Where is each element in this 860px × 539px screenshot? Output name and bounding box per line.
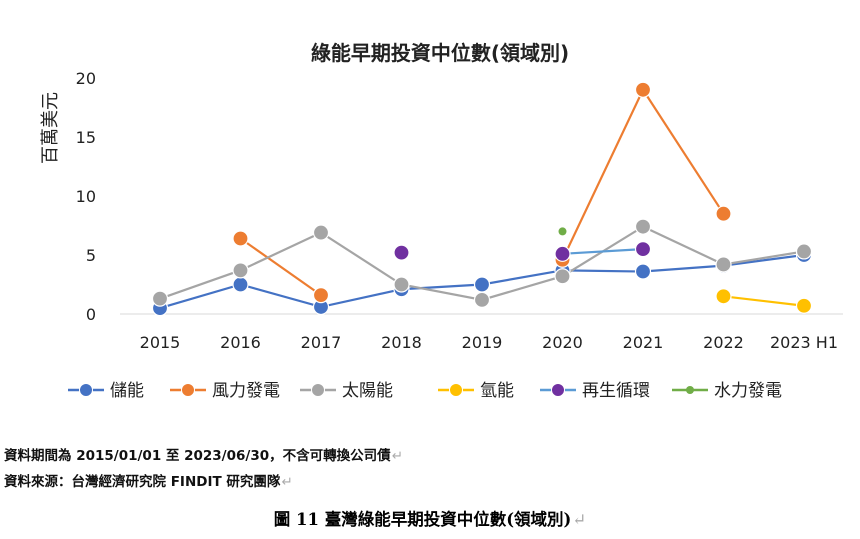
data-point <box>393 244 410 261</box>
legend-label: 水力發電 <box>714 381 782 401</box>
series-line <box>562 248 644 255</box>
legend-marker <box>181 383 195 397</box>
y-tick-label: 20 <box>76 69 96 88</box>
legend-item: 太陽能 <box>300 381 393 401</box>
data-point <box>232 230 249 247</box>
data-source-note: 資料來源：台灣經濟研究院 FINDIT 研究團隊↵ <box>4 470 293 490</box>
x-tick-label: 2017 <box>301 333 342 352</box>
legend-label: 儲能 <box>110 381 144 401</box>
data-point <box>393 276 410 293</box>
y-tick-label: 10 <box>76 187 96 206</box>
x-tick-label: 2021 <box>623 333 664 352</box>
series-line <box>239 237 322 297</box>
x-tick-label: 2020 <box>542 333 583 352</box>
series-line <box>723 295 805 307</box>
data-point <box>795 243 813 260</box>
x-tick-label: 2018 <box>381 333 422 352</box>
x-tick-label: 2019 <box>462 333 503 352</box>
data-point <box>634 218 652 235</box>
legend-marker <box>449 383 463 397</box>
data-point <box>473 291 491 308</box>
y-tick-label: 0 <box>86 305 96 324</box>
x-tick-label: 2016 <box>220 333 261 352</box>
x-tick-label: 2015 <box>140 333 181 352</box>
legend-label: 再生循環 <box>582 381 650 401</box>
data-point <box>232 262 249 279</box>
data-point <box>232 276 249 293</box>
return-mark: ↵ <box>572 510 587 529</box>
legend-item: 儲能 <box>68 381 144 401</box>
legend-item: 風力發電 <box>170 381 280 401</box>
data-point <box>715 288 732 305</box>
legend: 儲能 風力發電 太陽能 氫能 再生循環 水力發電 <box>68 381 782 401</box>
data-point <box>634 241 652 258</box>
legend-label: 氫能 <box>480 381 514 401</box>
return-mark: ↵ <box>391 448 403 464</box>
data-period-text: 資料期間為 2015/01/01 至 2023/06/30，不含可轉換公司債 <box>4 448 391 464</box>
legend-label: 風力發電 <box>212 381 280 401</box>
series-markers <box>151 81 813 317</box>
y-axis-label: 百萬美元 <box>40 92 61 164</box>
legend-marker <box>686 386 694 394</box>
legend-item: 水力發電 <box>672 381 782 401</box>
data-point <box>473 276 491 293</box>
x-axis: 2015 2016 2017 2018 2019 2020 2021 2022 2023 H1 <box>140 333 838 352</box>
legend-marker <box>311 383 325 397</box>
legend-marker <box>551 383 565 397</box>
data-point <box>312 287 330 304</box>
legend-marker <box>79 383 93 397</box>
legend-item: 再生循環 <box>540 381 650 401</box>
figure-caption-text: 圖 11 臺灣綠能早期投資中位數(領域別) <box>273 510 572 529</box>
y-axis: 0 5 10 15 20 <box>76 69 96 324</box>
data-point <box>558 227 567 236</box>
data-point <box>634 81 652 98</box>
data-point <box>312 224 330 241</box>
data-point <box>151 290 169 307</box>
data-point <box>795 297 813 314</box>
return-mark: ↵ <box>281 474 293 490</box>
data-point <box>715 256 732 273</box>
data-point <box>634 263 652 280</box>
y-tick-label: 5 <box>86 246 96 265</box>
data-source-text: 資料來源：台灣經濟研究院 FINDIT 研究團隊 <box>4 474 281 490</box>
x-tick-label: 2023 H1 <box>770 333 838 352</box>
legend-item: 氫能 <box>438 381 514 401</box>
series-lines <box>159 87 805 310</box>
figure-caption: 圖 11 臺灣綠能早期投資中位數(領域別)↵ <box>0 506 860 530</box>
x-tick-label: 2022 <box>703 333 744 352</box>
y-tick-label: 15 <box>76 128 96 147</box>
legend-label: 太陽能 <box>342 381 393 401</box>
data-period-note: 資料期間為 2015/01/01 至 2023/06/30，不含可轉換公司債↵ <box>4 444 403 464</box>
data-point <box>554 268 571 285</box>
data-point <box>715 205 732 222</box>
chart-title: 綠能早期投資中位數(領域別) <box>311 41 569 65</box>
data-point <box>554 245 571 262</box>
